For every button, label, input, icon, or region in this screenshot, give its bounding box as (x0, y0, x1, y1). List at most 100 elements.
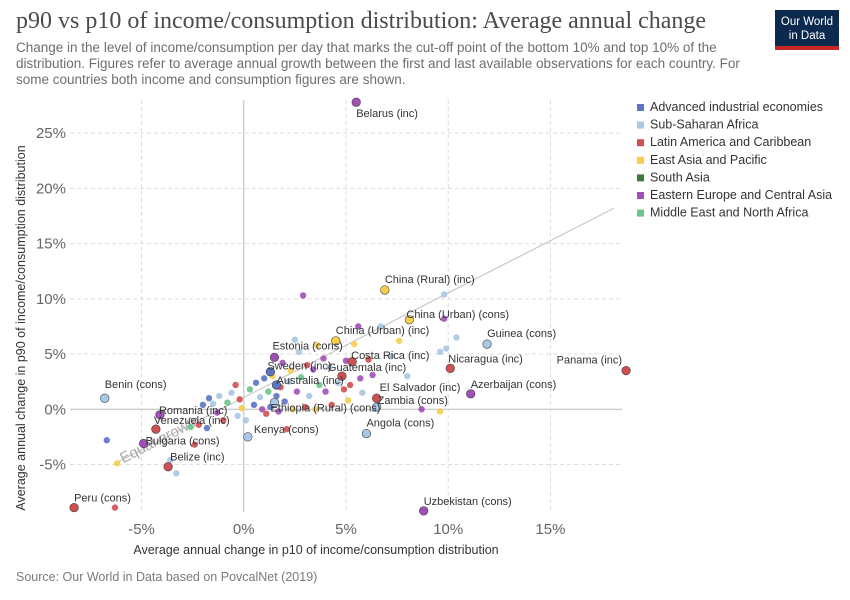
data-point (111, 504, 119, 511)
x-tick-label: 15% (535, 521, 565, 538)
labeled-data-point (466, 389, 476, 399)
data-point (310, 366, 317, 373)
point-annotation: Uzbekistan (cons) (424, 496, 512, 508)
point-layer (69, 97, 631, 516)
data-point (377, 323, 384, 330)
data-point (359, 389, 366, 396)
y-tick-label: 10% (36, 291, 66, 308)
point-annotation: Ethiopia (Rural) (cons) (270, 403, 380, 415)
data-point (440, 291, 448, 298)
data-point (355, 323, 362, 330)
data-point (224, 399, 231, 406)
owid-logo[interactable]: Our World in Data (775, 10, 839, 50)
point-annotation: Australia (inc) (276, 375, 343, 387)
legend-entry: Middle East and North Africa (650, 206, 808, 220)
labeled-data-point (404, 315, 414, 325)
data-point (328, 401, 335, 409)
y-tick-label: 0% (44, 401, 66, 418)
data-point (273, 392, 280, 400)
source-note: Source: Our World in Data based on Povca… (16, 570, 318, 584)
y-tick-label: 20% (36, 180, 66, 197)
legend-entry: South Asia (650, 170, 710, 184)
labeled-data-point (372, 402, 382, 412)
chart-subtitle: Change in the level of income/consumptio… (16, 40, 740, 87)
data-point (263, 410, 270, 417)
data-point (232, 381, 239, 389)
x-tick-label: 5% (335, 521, 357, 538)
data-point (214, 409, 221, 416)
data-point (440, 315, 448, 322)
data-point (250, 401, 258, 409)
data-point (173, 470, 180, 477)
point-annotation: Benin (cons) (105, 379, 167, 391)
labeled-data-point (271, 380, 282, 390)
legend-swatch (637, 139, 644, 147)
data-point (346, 381, 354, 389)
labeled-data-point (243, 432, 253, 442)
data-point (234, 412, 241, 420)
y-tick-label: 25% (36, 125, 66, 142)
data-point (301, 403, 309, 411)
data-point (369, 371, 376, 379)
labeled-data-point (380, 285, 390, 295)
y-tick-label: 15% (36, 236, 66, 253)
legend-entry: Advanced industrial economies (650, 100, 823, 114)
data-point (113, 460, 121, 467)
point-annotation: Kenya (cons) (254, 424, 319, 436)
data-point (344, 397, 352, 404)
point-annotation: Romania (inc) (159, 405, 227, 417)
data-point (281, 398, 288, 405)
data-point (303, 361, 311, 369)
labeled-data-point (155, 410, 165, 420)
y-tick-label: -5% (39, 457, 66, 474)
labeled-data-point (139, 438, 149, 449)
data-point (436, 348, 444, 356)
labeled-data-point (445, 363, 455, 374)
y-tick-label: 5% (44, 346, 66, 363)
data-point (297, 374, 305, 381)
point-annotation: Panama (inc) (557, 355, 622, 367)
legend-swatch (637, 121, 644, 129)
labeled-data-point (163, 462, 173, 472)
data-point (236, 396, 243, 403)
y-axis-label: Average annual change in p90 of income/c… (14, 145, 28, 510)
data-point (293, 388, 301, 395)
data-point (209, 400, 217, 407)
data-point (195, 421, 202, 428)
data-point (314, 342, 321, 349)
logo-line-2: in Data (788, 30, 826, 42)
data-point (287, 367, 294, 374)
legend-swatch (637, 209, 644, 217)
data-point (220, 417, 227, 424)
data-point (340, 386, 348, 393)
data-point (256, 393, 264, 401)
point-annotation: China (Urban) (cons) (406, 309, 509, 321)
point-annotation: Bulgaria (cons) (146, 436, 220, 448)
x-tick-label: -5% (128, 521, 155, 538)
data-point (299, 292, 307, 299)
data-point (275, 408, 282, 415)
labeled-data-point (621, 366, 631, 376)
data-point (203, 424, 211, 432)
equal-growth-line (116, 207, 615, 463)
labeled-data-point (265, 367, 275, 377)
labeled-data-point (69, 502, 79, 513)
data-point (246, 386, 254, 393)
point-annotation: Belarus (inc) (356, 108, 418, 120)
chart-title: p90 vs p10 of income/consumption distrib… (16, 8, 707, 34)
point-annotation: Venezuela (inc) (154, 415, 230, 427)
data-point (252, 379, 260, 386)
data-point (320, 355, 327, 362)
data-point (334, 379, 342, 386)
data-point (199, 401, 207, 409)
data-point (295, 348, 303, 356)
data-point (205, 395, 213, 402)
legend-swatch (637, 156, 644, 164)
legend-entry: East Asia and Pacific (650, 153, 767, 167)
data-point (166, 456, 174, 464)
data-point (261, 375, 268, 382)
data-point (258, 406, 266, 413)
data-point (312, 406, 319, 413)
legend-entry: Eastern Europe and Central Asia (650, 188, 832, 202)
